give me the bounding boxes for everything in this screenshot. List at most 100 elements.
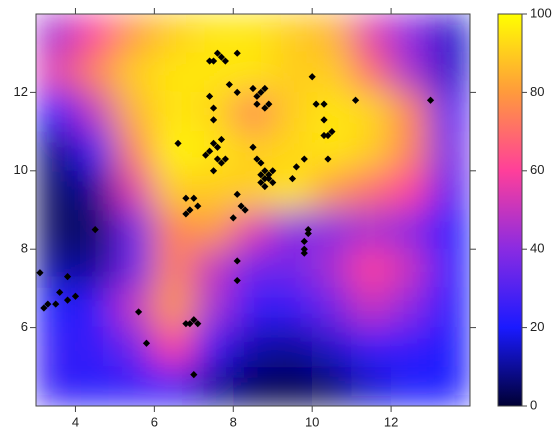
heat-cell — [272, 14, 313, 54]
heat-cell — [311, 287, 353, 329]
point — [261, 104, 269, 112]
heat-cell — [351, 248, 392, 289]
x-tick-label: 8 — [230, 414, 237, 429]
point — [324, 131, 332, 140]
point — [233, 276, 241, 285]
point — [241, 206, 249, 214]
x-tick-label: 12 — [384, 414, 398, 429]
heat-cell — [114, 52, 155, 93]
point — [213, 49, 222, 57]
heat-cell — [311, 52, 353, 93]
heat-cell — [74, 366, 116, 406]
point — [308, 73, 316, 81]
heat-cell — [430, 52, 470, 93]
heat-cell — [36, 327, 76, 368]
heat-cell — [390, 209, 432, 250]
point — [209, 167, 218, 175]
point — [194, 320, 202, 328]
heat-cell — [390, 91, 432, 133]
heat-cell — [351, 91, 392, 133]
heat-cell — [36, 170, 76, 211]
heat-cell — [153, 170, 195, 211]
heat-cell — [351, 287, 392, 329]
point — [40, 304, 48, 312]
point — [320, 100, 328, 108]
heat-cell — [272, 248, 313, 289]
colorbar-tick-label: 100 — [530, 5, 552, 20]
heat-cell — [74, 327, 116, 368]
heat-cell — [311, 248, 353, 289]
point — [351, 96, 360, 104]
x-tick-label: 10 — [305, 414, 319, 429]
y-tick-label: 6 — [21, 319, 28, 334]
point — [304, 226, 312, 234]
point — [229, 214, 237, 222]
heat-cell — [114, 170, 155, 211]
heatmap-area — [36, 14, 470, 406]
point — [426, 96, 435, 104]
heat-cell — [311, 209, 353, 250]
heat-cell — [193, 14, 234, 54]
heat-cell — [311, 14, 353, 54]
point — [300, 155, 308, 163]
heat-cell — [232, 91, 274, 133]
point — [261, 175, 269, 183]
y-tick-label: 12 — [14, 84, 28, 99]
point — [63, 296, 72, 304]
heat-cell — [351, 366, 392, 406]
colorbar-tick-label: 0 — [530, 397, 537, 412]
point — [265, 171, 273, 179]
point — [206, 57, 214, 65]
heat-cell — [272, 287, 313, 329]
heat-cell — [193, 209, 234, 250]
point — [209, 57, 218, 65]
point — [328, 128, 336, 136]
heat-cell — [36, 209, 76, 250]
point — [182, 210, 190, 218]
heat-cell — [74, 287, 116, 329]
heat-cell — [193, 287, 234, 329]
heat-cell — [153, 366, 195, 406]
heat-cell — [153, 131, 195, 172]
heat-cell — [351, 209, 392, 250]
heat-cell — [311, 91, 353, 133]
point — [213, 155, 222, 163]
point — [265, 100, 273, 108]
point — [225, 80, 233, 89]
point — [221, 57, 229, 65]
point — [233, 257, 241, 265]
point — [257, 159, 265, 167]
point — [269, 167, 277, 175]
heat-cell — [272, 327, 313, 368]
heat-cell — [36, 248, 76, 289]
point — [257, 178, 265, 187]
heat-cell — [430, 366, 470, 406]
y-tick-label: 10 — [14, 162, 28, 177]
point — [261, 167, 269, 175]
heat-cell — [114, 91, 155, 133]
point — [63, 273, 72, 281]
heat-cell — [430, 91, 470, 133]
heat-cell — [311, 170, 353, 211]
heat-cell — [430, 327, 470, 368]
point — [233, 88, 241, 96]
heat-cell — [74, 52, 116, 93]
point — [206, 147, 214, 155]
point — [237, 202, 245, 210]
heat-cell — [390, 366, 432, 406]
point — [257, 88, 265, 96]
heat-cell — [114, 131, 155, 172]
heat-cell — [114, 209, 155, 250]
point — [217, 159, 226, 167]
heat-cell — [114, 366, 155, 406]
point — [182, 320, 190, 328]
heat-cell — [36, 91, 76, 133]
heat-cell — [153, 209, 195, 250]
heat-cell — [272, 366, 313, 406]
point — [190, 194, 198, 202]
point — [44, 300, 52, 308]
point — [320, 116, 328, 124]
heat-cell — [232, 366, 274, 406]
heat-cell — [74, 14, 116, 54]
point — [52, 300, 60, 308]
